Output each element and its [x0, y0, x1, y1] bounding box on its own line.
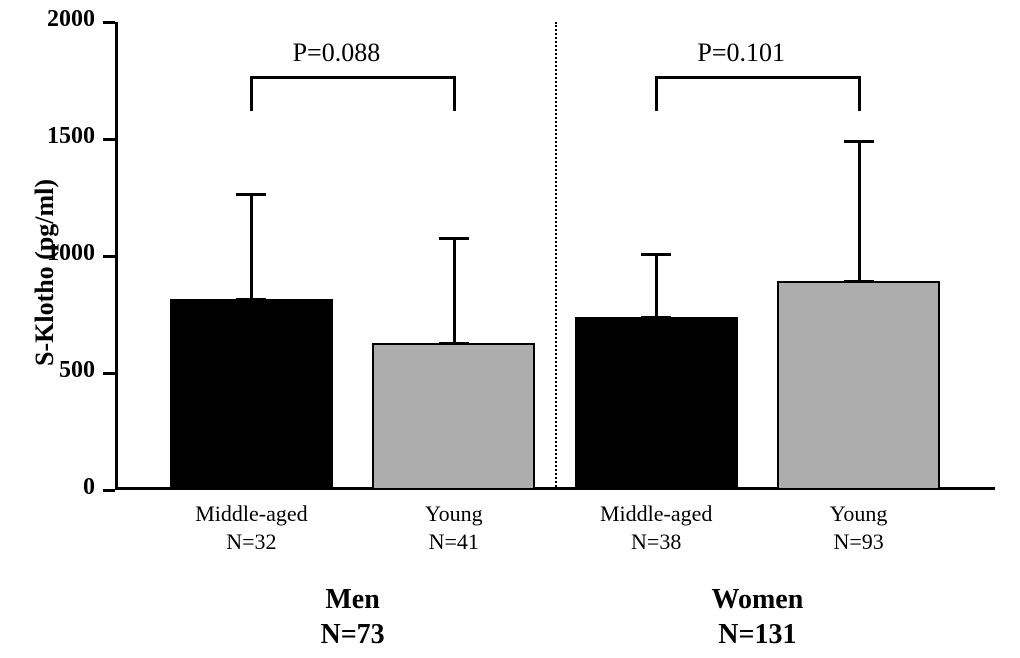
p-bracket-tick	[250, 76, 253, 111]
x-tick-label: Middle-aged N=32	[151, 500, 351, 555]
x-tick-label: Young N=93	[759, 500, 959, 555]
group-label-line1: Men	[325, 584, 379, 615]
divider-line	[555, 22, 557, 490]
error-cap	[236, 193, 266, 196]
p-value-label: P=0.088	[293, 38, 381, 68]
p-bracket-tick	[858, 76, 861, 111]
y-axis-label: S-Klotho (pg/ml)	[30, 179, 60, 366]
y-tick	[103, 255, 115, 258]
group-label-line2: N=73	[321, 619, 385, 650]
y-tick	[103, 21, 115, 24]
p-value-label: P=0.101	[697, 38, 785, 68]
y-tick-label: 1000	[25, 240, 95, 267]
group-label: Women N=131	[637, 582, 877, 652]
x-tick-label-line1: Middle-aged	[195, 501, 307, 526]
p-bracket-tick	[655, 76, 658, 111]
bar-men-young	[372, 343, 535, 490]
group-label-line2: N=131	[718, 619, 796, 650]
x-tick-label-line2: N=38	[631, 529, 681, 554]
x-tick-label-line1: Middle-aged	[600, 501, 712, 526]
y-tick	[103, 489, 115, 492]
bar-women-young	[777, 281, 940, 490]
error-bar	[250, 194, 253, 299]
error-cap	[844, 280, 874, 283]
error-bar	[453, 238, 456, 342]
sklotho-bar-chart: S-Klotho (pg/ml) 0 500 1000 1500 2000 P=0.08…	[0, 0, 1020, 658]
bar-women-middle	[575, 317, 738, 490]
y-tick-label: 1500	[25, 123, 95, 150]
x-tick-label-line2: N=41	[429, 529, 479, 554]
bar-men-middle	[170, 299, 333, 490]
y-tick-label: 500	[25, 357, 95, 384]
error-cap	[439, 237, 469, 240]
error-bar	[858, 141, 861, 280]
error-cap	[236, 298, 266, 301]
y-tick	[103, 138, 115, 141]
error-bar	[655, 254, 658, 317]
x-tick-label-line1: Young	[830, 501, 888, 526]
p-bracket	[251, 76, 453, 79]
y-tick	[103, 372, 115, 375]
error-cap	[439, 342, 469, 345]
p-bracket-tick	[453, 76, 456, 111]
x-tick-label-line1: Young	[425, 501, 483, 526]
x-tick-label: Middle-aged N=38	[556, 500, 756, 555]
group-label-line1: Women	[712, 584, 804, 615]
p-bracket	[656, 76, 858, 79]
y-tick-label: 2000	[25, 6, 95, 33]
error-cap	[844, 140, 874, 143]
x-tick-label-line2: N=93	[833, 529, 883, 554]
x-tick-label: Young N=41	[354, 500, 554, 555]
y-tick-label: 0	[25, 474, 95, 501]
error-cap	[641, 316, 671, 319]
group-label: Men N=73	[233, 582, 473, 652]
x-tick-label-line2: N=32	[226, 529, 276, 554]
error-cap	[641, 253, 671, 256]
